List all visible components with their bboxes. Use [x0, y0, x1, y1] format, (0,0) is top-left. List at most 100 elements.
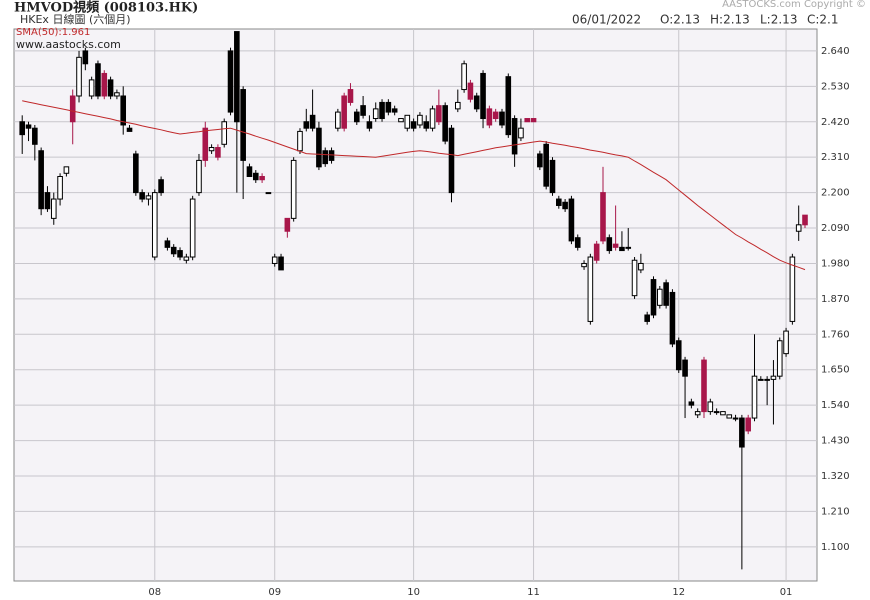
candle-body	[543, 143, 549, 187]
candle-body	[669, 291, 676, 345]
candle-body	[518, 127, 524, 139]
candle-body	[751, 375, 758, 419]
candle-body	[82, 50, 89, 65]
x-tick-label: 11	[527, 587, 540, 598]
candle-body	[101, 72, 108, 97]
candle-body	[663, 282, 669, 306]
y-tick-label: 1.980	[821, 258, 850, 269]
candle-body	[297, 130, 303, 152]
candle-body	[612, 243, 619, 248]
candle-body	[107, 79, 114, 97]
candle-body	[145, 195, 152, 200]
candle-body	[385, 101, 392, 113]
candle-body	[57, 176, 63, 200]
candle-body	[164, 240, 171, 248]
y-tick-label: 2.310	[821, 152, 850, 163]
candle-body	[404, 114, 411, 129]
y-tick-label: 2.640	[821, 46, 850, 57]
candle-body	[158, 179, 164, 194]
quote: H:2.13	[710, 13, 750, 27]
candle-body	[486, 108, 493, 126]
candle-body	[593, 243, 600, 261]
candle-body	[265, 192, 272, 195]
candle-body	[682, 359, 688, 377]
quote: O:2.13	[660, 13, 700, 27]
candle-body	[524, 118, 531, 123]
candle-body	[423, 121, 430, 129]
candle-body	[732, 417, 739, 420]
y-tick-label: 1.430	[821, 436, 850, 447]
candle-body	[631, 259, 638, 297]
candle-body	[290, 159, 297, 219]
candle-body	[271, 256, 278, 264]
candle-body	[202, 127, 209, 161]
x-tick-label: 01	[780, 587, 793, 598]
candle-body	[739, 417, 745, 448]
candle-body	[499, 111, 505, 126]
candle-body	[379, 101, 385, 120]
candle-body	[25, 124, 32, 129]
candle-body	[795, 224, 802, 232]
candle-body	[783, 330, 789, 355]
candle-body	[259, 176, 265, 181]
candle-body	[76, 56, 82, 97]
candle-body	[88, 79, 95, 97]
candle-body	[448, 127, 455, 194]
candle-body	[530, 118, 537, 123]
y-tick-label: 1.760	[821, 329, 850, 340]
watermark: www.aastocks.com	[16, 38, 121, 51]
candle-body	[764, 378, 770, 381]
candle-body	[701, 359, 707, 413]
candle-body	[284, 217, 291, 232]
candle-body	[436, 105, 442, 123]
candle-body	[391, 108, 398, 113]
copyright: AASTOCKS.com Copyright ©	[722, 0, 866, 10]
candle-body	[625, 246, 632, 249]
sma-line	[22, 100, 806, 271]
candle-body	[341, 95, 347, 129]
candle-body	[417, 114, 423, 126]
candle-body	[562, 201, 568, 210]
y-tick-label: 1.100	[821, 542, 850, 553]
y-tick-label: 2.530	[821, 81, 850, 92]
candle-body	[215, 147, 221, 158]
candle-body	[221, 121, 228, 145]
candle-body	[208, 147, 215, 152]
candle-body	[353, 111, 360, 123]
candle-body	[638, 262, 644, 271]
x-tick-label: 08	[148, 587, 161, 598]
candle-body	[707, 401, 714, 413]
candle-body	[473, 95, 480, 110]
candle-body	[587, 256, 594, 322]
subtitle: HKEx 日線圖 (六個月)	[20, 12, 131, 26]
chart-title: HMVOD視頻 (008103.HK)	[14, 0, 198, 16]
candle-body	[776, 340, 783, 377]
candle-body	[675, 340, 682, 371]
candle-body	[758, 378, 764, 381]
candle-body	[694, 411, 701, 416]
y-tick-label: 1.320	[821, 471, 850, 482]
candle-body	[183, 256, 190, 261]
candle-body	[745, 417, 751, 432]
candle-body	[347, 89, 354, 103]
candle-body	[227, 50, 234, 113]
candle-body	[442, 105, 448, 142]
candle-body	[511, 118, 518, 155]
candle-body	[126, 127, 133, 132]
candle-body	[189, 198, 196, 258]
quote: L:2.13	[760, 13, 797, 27]
candle-body	[581, 262, 587, 268]
candle-body	[713, 411, 720, 414]
candle-body	[619, 246, 625, 252]
candle-body	[556, 198, 562, 206]
candle-body	[328, 150, 335, 161]
candle-body	[492, 111, 499, 120]
candle-body	[335, 111, 341, 129]
candle-body	[360, 105, 366, 116]
candle-body	[720, 411, 726, 416]
candle-body	[574, 237, 581, 248]
candle-body	[467, 82, 474, 100]
x-tick-label: 12	[672, 587, 685, 598]
candle-body	[322, 150, 329, 165]
